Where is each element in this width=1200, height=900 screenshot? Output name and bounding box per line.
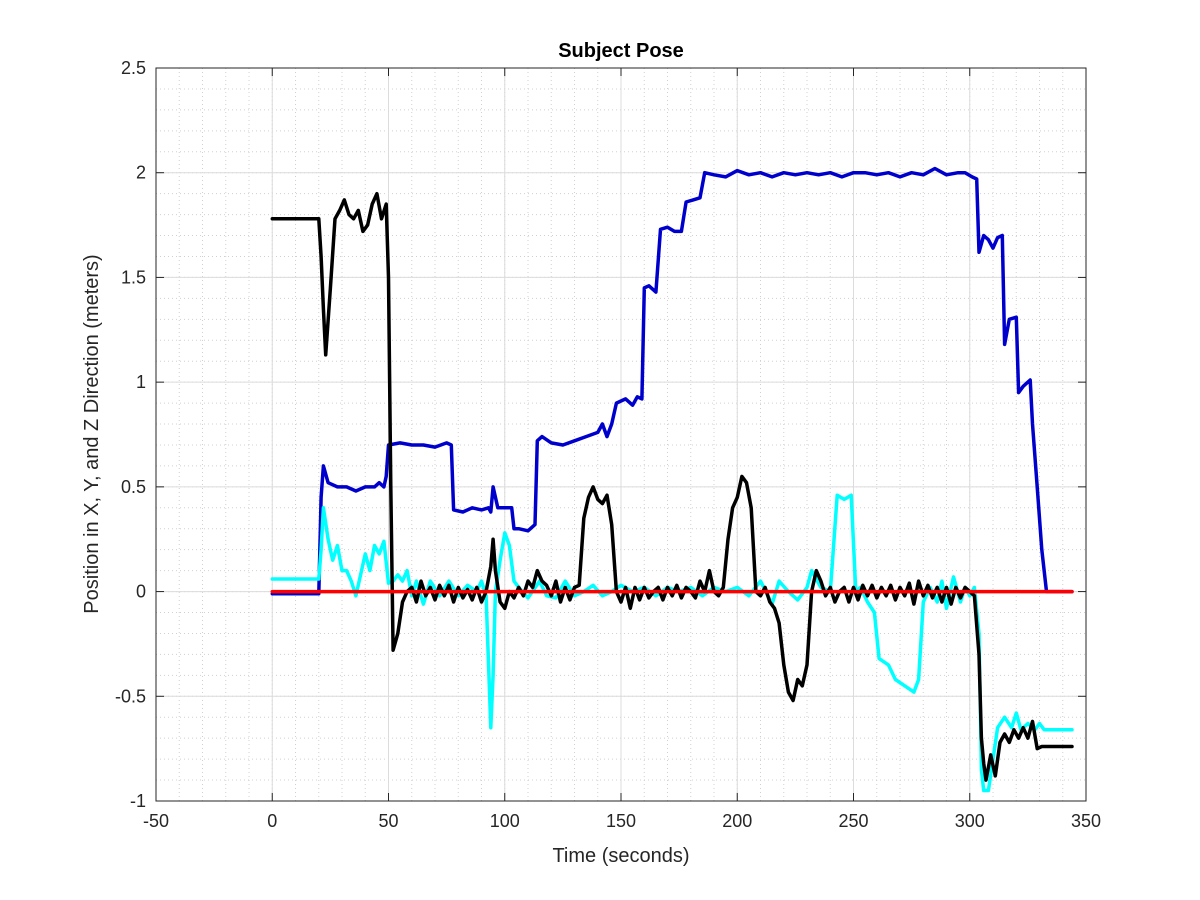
- x-tick-labels: -50 0 50 100 150 200 250 300 350: [143, 811, 1101, 831]
- tick-marks: [155, 67, 1087, 802]
- x-tick-label: -50: [143, 811, 169, 831]
- chart-title: Subject Pose: [558, 40, 684, 62]
- y-tick-label: 1: [136, 372, 146, 392]
- x-axis-label: Time (seconds): [552, 845, 689, 867]
- y-tick-label: 2: [136, 163, 146, 183]
- y-tick-label: 2.5: [121, 58, 146, 78]
- y-tick-label: 1.5: [121, 267, 146, 287]
- x-tick-label: 150: [606, 811, 636, 831]
- series-layer: [270, 166, 1074, 793]
- x-tick-label: 50: [378, 811, 398, 831]
- x-tick-label: 250: [838, 811, 868, 831]
- x-tick-label: 0: [267, 811, 277, 831]
- x-tick-label: 200: [722, 811, 752, 831]
- x-tick-label: 350: [1071, 811, 1101, 831]
- y-tick-label: -1: [130, 791, 146, 811]
- x-tick-label: 300: [955, 811, 985, 831]
- y-tick-label: 0: [136, 582, 146, 602]
- y-axis-label: Position in X, Y, and Z Direction (meter…: [81, 254, 103, 613]
- y-tick-label: -0.5: [115, 686, 146, 706]
- y-tick-labels: -1 -0.5 0 0.5 1 1.5 2 2.5: [115, 58, 146, 811]
- x-tick-label: 100: [490, 811, 520, 831]
- y-tick-label: 0.5: [121, 477, 146, 497]
- series-line-blue: [270, 166, 1074, 596]
